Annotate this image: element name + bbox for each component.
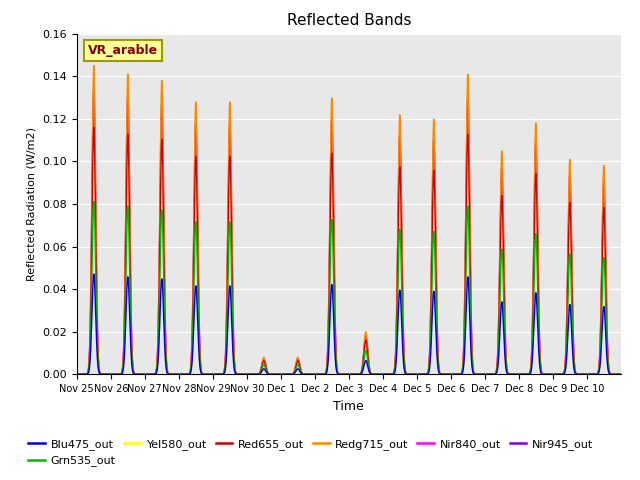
Grn535_out (382, 372, 390, 377)
Nir840_out (617, 372, 625, 377)
Blu475_out (382, 372, 390, 377)
Yel580_out (610, 372, 618, 377)
Nir840_out (513, 372, 521, 377)
Blu475_out (73, 372, 81, 377)
Line: Nir840_out: Nir840_out (77, 90, 621, 374)
Nir945_out (513, 372, 521, 377)
Grn535_out (617, 372, 625, 377)
Redg715_out (610, 372, 618, 377)
Nir945_out (610, 372, 618, 377)
Yel580_out (127, 335, 135, 341)
Line: Blu475_out: Blu475_out (77, 274, 621, 374)
Redg715_out (382, 372, 390, 377)
X-axis label: Time: Time (333, 400, 364, 413)
Redg715_out (513, 372, 521, 377)
Red655_out (73, 372, 81, 377)
Yel580_out (513, 372, 521, 377)
Yel580_out (245, 372, 253, 377)
Line: Redg715_out: Redg715_out (77, 66, 621, 374)
Redg715_out (73, 372, 81, 377)
Redg715_out (90, 63, 98, 69)
Grn535_out (90, 199, 98, 204)
Nir840_out (382, 372, 390, 377)
Nir945_out (127, 329, 135, 335)
Nir840_out (245, 372, 253, 377)
Grn535_out (73, 372, 81, 377)
Nir945_out (73, 372, 81, 377)
Red655_out (277, 372, 285, 377)
Blu475_out (617, 372, 625, 377)
Redg715_out (277, 372, 285, 377)
Nir945_out (617, 372, 625, 377)
Grn535_out (277, 372, 285, 377)
Nir840_out (127, 327, 135, 333)
Y-axis label: Reflected Radiation (W/m2): Reflected Radiation (W/m2) (27, 127, 36, 281)
Grn535_out (544, 372, 552, 377)
Line: Nir945_out: Nir945_out (77, 103, 621, 374)
Yel580_out (382, 372, 390, 377)
Nir840_out (544, 372, 552, 377)
Redg715_out (245, 372, 253, 377)
Legend: Blu475_out, Grn535_out, Yel580_out, Red655_out, Redg715_out, Nir840_out, Nir945_: Blu475_out, Grn535_out, Yel580_out, Red6… (24, 434, 598, 471)
Grn535_out (610, 372, 618, 377)
Yel580_out (90, 140, 98, 145)
Nir945_out (90, 100, 98, 106)
Line: Grn535_out: Grn535_out (77, 202, 621, 374)
Blu475_out (90, 271, 98, 277)
Nir945_out (245, 372, 253, 377)
Nir945_out (277, 372, 285, 377)
Blu475_out (127, 356, 135, 361)
Red655_out (90, 124, 98, 130)
Nir840_out (610, 372, 618, 377)
Yel580_out (73, 372, 81, 377)
Blu475_out (245, 372, 253, 377)
Red655_out (513, 372, 521, 377)
Yel580_out (277, 372, 285, 377)
Nir945_out (544, 372, 552, 377)
Grn535_out (245, 372, 253, 377)
Blu475_out (513, 372, 521, 377)
Grn535_out (127, 344, 135, 350)
Redg715_out (127, 323, 135, 328)
Red655_out (127, 333, 135, 338)
Line: Red655_out: Red655_out (77, 127, 621, 374)
Red655_out (617, 372, 625, 377)
Blu475_out (610, 372, 618, 377)
Yel580_out (544, 372, 552, 377)
Nir840_out (277, 372, 285, 377)
Redg715_out (617, 372, 625, 377)
Blu475_out (277, 372, 285, 377)
Red655_out (544, 372, 552, 377)
Nir840_out (73, 372, 81, 377)
Title: Reflected Bands: Reflected Bands (287, 13, 411, 28)
Red655_out (245, 372, 253, 377)
Grn535_out (513, 372, 521, 377)
Red655_out (382, 372, 390, 377)
Blu475_out (544, 372, 552, 377)
Text: VR_arable: VR_arable (88, 44, 158, 57)
Redg715_out (544, 372, 552, 377)
Red655_out (610, 372, 618, 377)
Nir945_out (382, 372, 390, 377)
Nir840_out (90, 87, 98, 93)
Yel580_out (617, 372, 625, 377)
Line: Yel580_out: Yel580_out (77, 143, 621, 374)
